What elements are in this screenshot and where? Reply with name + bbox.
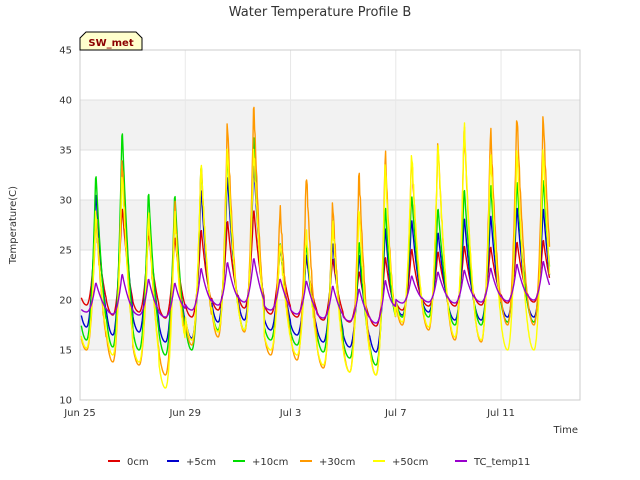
y-tick-label: 10	[59, 396, 72, 407]
y-tick-label: 15	[59, 346, 72, 357]
legend-label: TC_temp11	[473, 457, 530, 468]
station-badge-label: SW_met	[88, 38, 133, 49]
y-axis-label: Temperature(C)	[8, 186, 19, 265]
y-tick-label: 30	[59, 196, 72, 207]
x-tick-label: Jul 3	[279, 408, 302, 419]
y-tick-label: 25	[59, 246, 72, 257]
plot-band	[80, 200, 580, 250]
x-tick-label: Jun 25	[63, 408, 96, 419]
x-axis-label: Time	[553, 425, 578, 436]
x-tick-label: Jul 7	[384, 408, 407, 419]
chart-title: Water Temperature Profile B	[229, 5, 412, 20]
series-group	[80, 106, 551, 389]
plot-band	[80, 100, 580, 150]
y-tick-label: 45	[59, 46, 72, 57]
plot-band	[80, 300, 580, 350]
y-tick-label: 35	[59, 146, 72, 157]
legend-label: +10cm	[252, 457, 288, 468]
station-badge-shape	[79, 31, 143, 51]
y-tick-label: 20	[59, 296, 72, 307]
y-axis-ticks: 10 15 20 25 30 35 40 45	[59, 46, 72, 407]
x-tick-label: Jul 11	[486, 408, 515, 419]
legend: 0cm +5cm +10cm +30cm +50cm TC_temp11	[108, 457, 530, 468]
plot-border	[79, 49, 581, 401]
x-tick-label: Jun 29	[168, 408, 201, 419]
plot-frame	[79, 49, 581, 401]
station-badge: SW_met	[79, 31, 143, 51]
y-tick-label: 40	[59, 96, 72, 107]
plot-area	[80, 50, 580, 400]
legend-label: +5cm	[186, 457, 216, 468]
legend-label: +30cm	[319, 457, 355, 468]
x-axis-ticks: Jun 25 Jun 29 Jul 3 Jul 7 Jul 11	[63, 408, 515, 419]
series-line-50cm	[80, 122, 551, 389]
series-line-tctemp11	[80, 258, 551, 324]
legend-label: +50cm	[392, 457, 428, 468]
legend-label: 0cm	[127, 457, 149, 468]
